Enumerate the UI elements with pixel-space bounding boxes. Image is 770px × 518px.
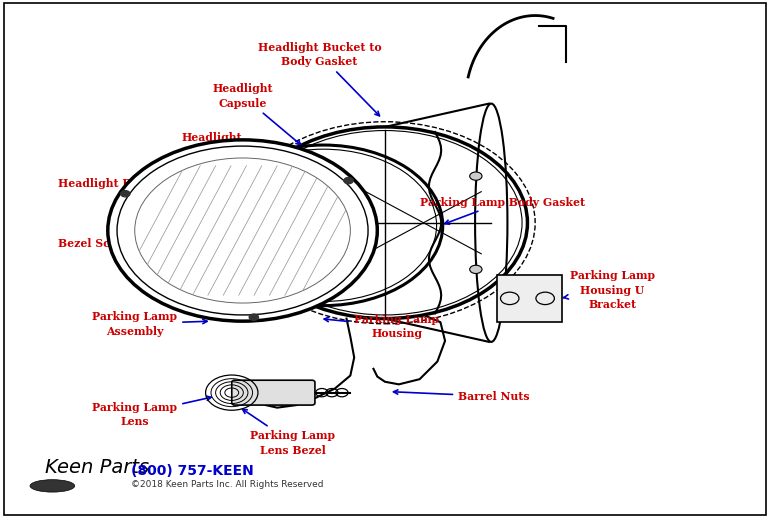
- Ellipse shape: [30, 480, 75, 492]
- Text: Bulb Retainer Ring: Bulb Retainer Ring: [223, 275, 340, 296]
- Text: Barrel Nuts: Barrel Nuts: [393, 390, 530, 402]
- Text: Parking Lamp Body Gasket: Parking Lamp Body Gasket: [420, 196, 585, 224]
- Text: Headlight Bezel Ring: Headlight Bezel Ring: [58, 178, 188, 207]
- FancyBboxPatch shape: [497, 275, 562, 322]
- Text: Headlight Bucket to
Body Gasket: Headlight Bucket to Body Gasket: [258, 41, 381, 116]
- Circle shape: [108, 140, 377, 321]
- Text: Keen Parts: Keen Parts: [45, 458, 149, 477]
- Text: Parking Lamp
Lens Bezel: Parking Lamp Lens Bezel: [243, 409, 335, 456]
- Text: (800) 757-KEEN: (800) 757-KEEN: [131, 464, 253, 479]
- Text: Parking Lamp
Housing U
Bracket: Parking Lamp Housing U Bracket: [564, 270, 654, 310]
- Text: Bezel Screw: Bezel Screw: [58, 238, 157, 253]
- Circle shape: [121, 191, 130, 197]
- FancyBboxPatch shape: [232, 380, 315, 405]
- Text: Headlight: Headlight: [182, 132, 262, 176]
- Text: Parking Lamp
Lens: Parking Lamp Lens: [92, 396, 211, 427]
- Text: Headlight
Capsule: Headlight Capsule: [213, 83, 300, 145]
- Circle shape: [470, 172, 482, 180]
- Circle shape: [470, 265, 482, 274]
- Text: Parking Lamp
Housing: Parking Lamp Housing: [324, 313, 439, 339]
- FancyBboxPatch shape: [4, 3, 766, 515]
- Text: Parking Lamp
Assembly: Parking Lamp Assembly: [92, 311, 207, 337]
- Text: ©2018 Keen Parts Inc. All Rights Reserved: ©2018 Keen Parts Inc. All Rights Reserve…: [131, 480, 323, 489]
- Circle shape: [249, 314, 259, 320]
- Circle shape: [344, 178, 353, 184]
